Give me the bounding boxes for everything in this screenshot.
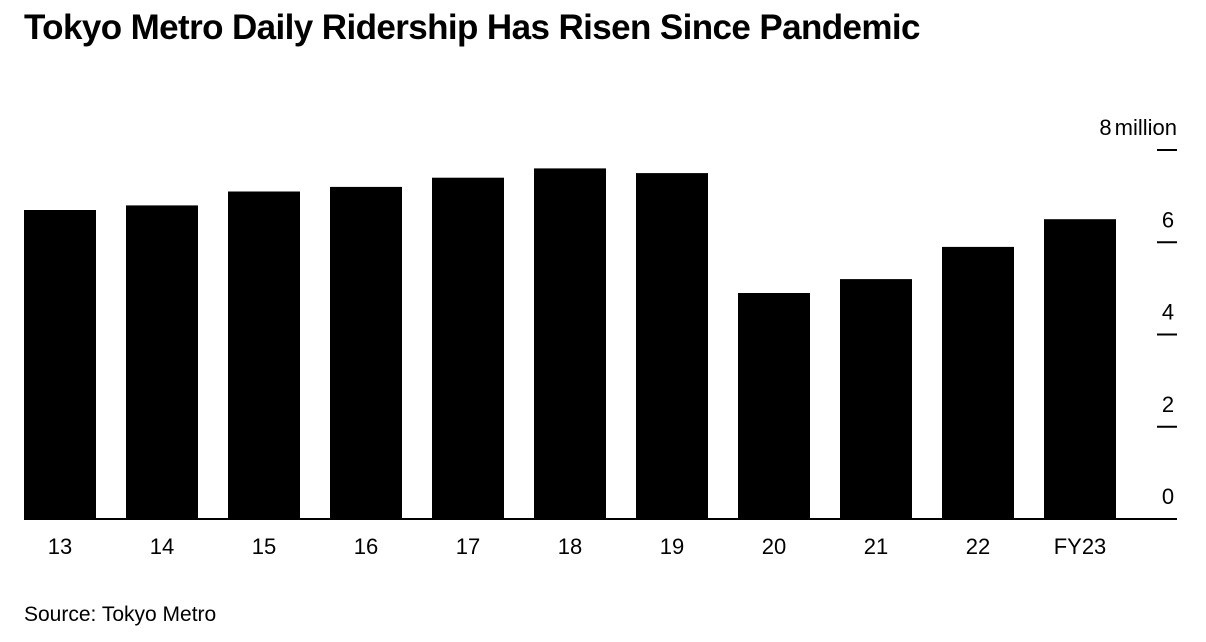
x-tick-label-13: 13 <box>48 534 72 559</box>
bars-group <box>24 168 1116 519</box>
x-tick-label-14: 14 <box>150 534 174 559</box>
bar-13 <box>24 210 96 519</box>
y-tick-label-6: 6 <box>1162 207 1174 232</box>
x-tick-label-20: 20 <box>762 534 786 559</box>
y-axis: 0 2 4 6 8 million <box>1099 115 1177 509</box>
x-tick-label-22: 22 <box>966 534 990 559</box>
bar-22 <box>942 246 1014 519</box>
bar-18 <box>534 168 606 519</box>
x-tick-label-21: 21 <box>864 534 888 559</box>
bar-17 <box>432 177 504 519</box>
y-tick-label-8: 8 million <box>1099 115 1177 140</box>
bar-21 <box>840 279 912 519</box>
bar-16 <box>330 186 402 519</box>
x-tick-label-15: 15 <box>252 534 276 559</box>
y-tick-label-2: 2 <box>1162 392 1174 417</box>
x-tick-label-19: 19 <box>660 534 684 559</box>
x-tick-labels: 13 14 15 16 17 18 19 20 21 22 FY23 <box>48 534 1107 559</box>
y-unit-label: million <box>1115 115 1177 140</box>
chart-title: Tokyo Metro Daily Ridership Has Risen Si… <box>24 8 921 47</box>
bar-15 <box>228 191 300 519</box>
y-tick-label-0: 0 <box>1162 484 1174 509</box>
source-note: Source: Tokyo Metro <box>24 603 217 626</box>
bar-20 <box>738 293 810 519</box>
x-tick-label-16: 16 <box>354 534 378 559</box>
x-tick-label-FY23: FY23 <box>1054 534 1107 559</box>
bar-14 <box>126 205 198 519</box>
bar-FY23 <box>1044 219 1116 519</box>
bar-19 <box>636 173 708 519</box>
y-tick-label-4: 4 <box>1162 300 1174 325</box>
x-tick-label-18: 18 <box>558 534 582 559</box>
x-tick-label-17: 17 <box>456 534 480 559</box>
